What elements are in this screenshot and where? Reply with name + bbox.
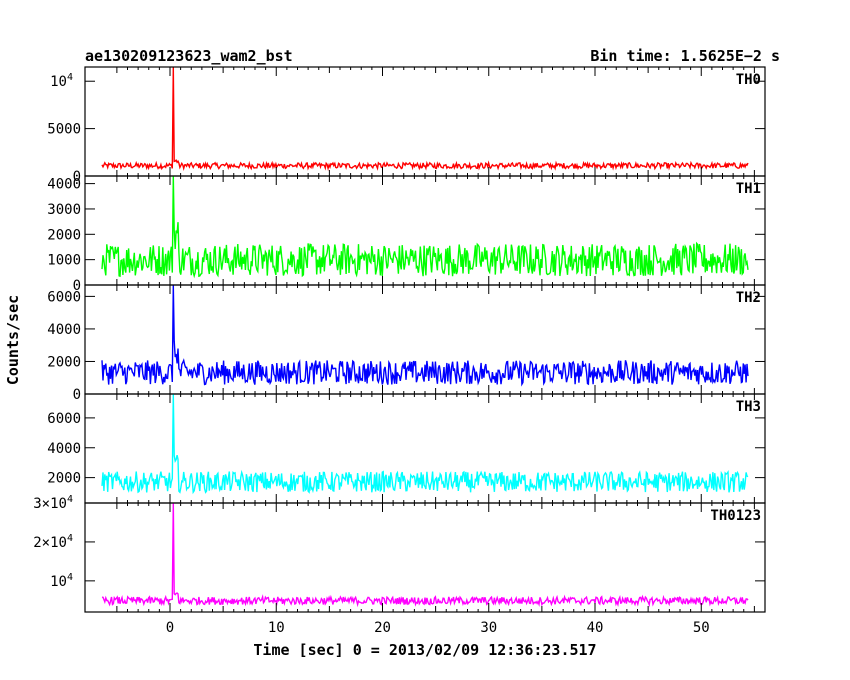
series-line-th0 <box>101 66 749 172</box>
series-line-th3 <box>101 393 749 495</box>
panel-frame-th0123 <box>84 502 766 613</box>
bin-time-label: Bin time: 1.5625E−2 s <box>590 47 780 65</box>
panels-group: TH0 0 5000 104 TH1 0 1000 2000 3000 4000 TH2 0 2000 4… <box>33 66 766 636</box>
y-tick-label-th1: 2000 <box>47 227 81 243</box>
y-tick-label-th2: 4000 <box>47 322 81 338</box>
y-tick-label-th3: 4000 <box>47 441 81 457</box>
y-tick-label-th3: 2000 <box>47 471 81 487</box>
y-tick-label-th1: 1000 <box>47 253 81 269</box>
x-tick-label: 30 <box>480 620 497 636</box>
y-tick-label-th0123: 104 <box>50 572 73 590</box>
y-tick-label-th3: 6000 <box>47 411 81 427</box>
y-tick-label-th0: 104 <box>50 72 73 90</box>
panel-label-th0123: TH0123 <box>710 508 761 524</box>
chart-title: ae130209123623_wam2_bst <box>85 47 293 65</box>
y-tick-label-th1: 0 <box>73 278 81 294</box>
y-tick-label-th0123: 2×104 <box>33 533 73 551</box>
x-tick-label: 10 <box>268 620 285 636</box>
x-tick-label: 40 <box>587 620 604 636</box>
panel-label-th3: TH3 <box>736 399 761 415</box>
y-tick-label-th2: 2000 <box>47 354 81 370</box>
panel-label-th2: TH2 <box>736 290 761 306</box>
panel-label-th0: TH0 <box>736 72 761 88</box>
x-tick-label: 0 <box>166 620 174 636</box>
y-tick-label-th0: 5000 <box>47 122 81 138</box>
x-axis-label: Time [sec] 0 = 2013/02/09 12:36:23.517 <box>253 641 596 659</box>
y-tick-label-th1: 3000 <box>47 202 81 218</box>
y-tick-label-th0: 0 <box>73 169 81 185</box>
y-tick-label-th2: 0 <box>73 387 81 403</box>
y-tick-label-th2: 6000 <box>47 289 81 305</box>
panel-frame-th0 <box>84 66 766 177</box>
x-tick-label: 20 <box>374 620 391 636</box>
series-line-th0123 <box>101 502 749 608</box>
y-tick-label-th0123: 3×104 <box>33 494 73 512</box>
y-axis-label: Counts/sec <box>4 295 22 385</box>
series-line-th1 <box>101 175 749 279</box>
y-tick-label-th1: 4000 <box>47 177 81 193</box>
series-line-th2 <box>101 284 749 387</box>
x-tick-label: 50 <box>693 620 710 636</box>
panel-label-th1: TH1 <box>736 181 761 197</box>
